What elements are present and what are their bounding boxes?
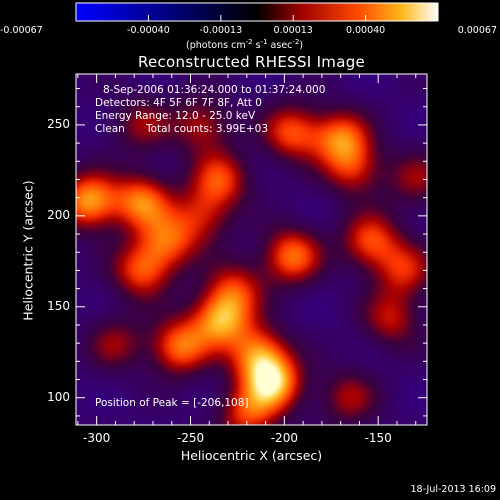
colorbar-tick-label: 0.00040 [345, 25, 386, 36]
colorbar-tick-label: 0.00067 [457, 25, 497, 36]
x-axis-title: Heliocentric X (arcsec) [180, 448, 323, 463]
y-tick-label: 200 [47, 207, 70, 222]
footer-date: 18-Jul-2013 16:09 [410, 484, 496, 495]
colorbar-tick-label: -0.00040 [127, 25, 170, 36]
colorbar-unit-label: (photons cm-2 s-1 asec-2) [186, 38, 304, 52]
y-tick-label: 150 [47, 298, 70, 313]
annotation-energy-range: Energy Range: 12.0 - 25.0 keV [95, 110, 256, 122]
annotation-time-range: 8-Sep-2006 01:36:24.000 to 01:37:24.000 [103, 84, 326, 96]
colorbar-tick-label: -0.00013 [199, 25, 243, 36]
chart-title: Reconstructed RHESSI Image [137, 53, 366, 71]
heatmap-image [76, 74, 427, 425]
colorbar-ticks [75, 15, 439, 21]
y-tick-label: 250 [47, 116, 70, 131]
annotation-detectors: Detectors: 4F 5F 6F 7F 8F, Att 0 [95, 97, 262, 109]
colorbar-tick-label: 0.00013 [273, 25, 313, 36]
annotation-peak-position: Position of Peak = [-206,108] [95, 397, 249, 409]
y-axis-title: Heliocentric Y (arcsec) [20, 180, 36, 321]
plot-frame [75, 73, 428, 426]
annotation-total-counts: Total counts: 3.99E+03 [146, 123, 269, 135]
annotation-clean: Clean [95, 123, 125, 135]
x-tick-label: -250 [176, 431, 205, 445]
x-tick-label: -300 [83, 431, 111, 445]
colorbar-tick-label: -0.00067 [0, 25, 43, 36]
colorbar [75, 2, 439, 22]
axis-ticks [76, 74, 427, 425]
x-tick-label: -200 [270, 431, 298, 445]
y-tick-label: 100 [47, 389, 70, 404]
x-tick-label: -150 [364, 431, 392, 445]
